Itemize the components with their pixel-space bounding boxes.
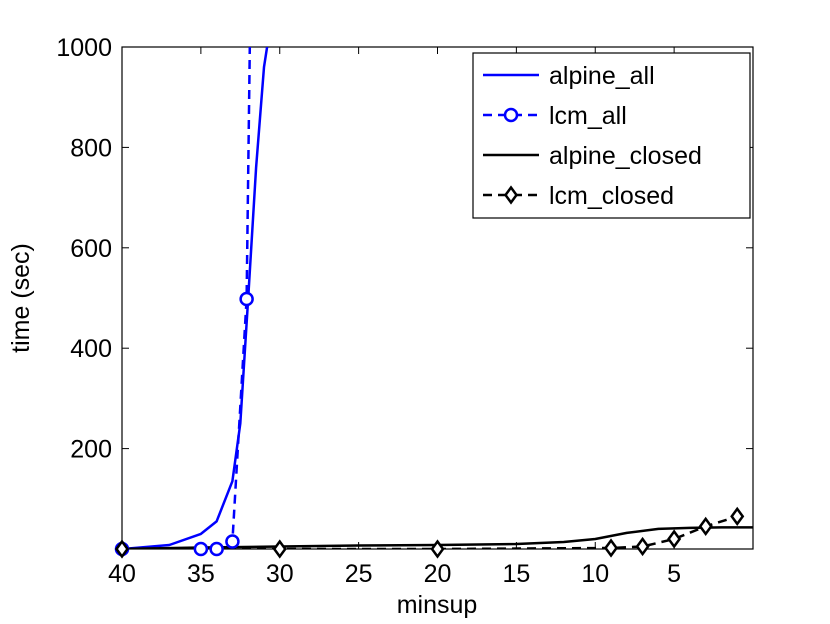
y-axis-label: time (sec) <box>7 243 35 353</box>
legend-label-lcm_closed: lcm_closed <box>549 182 674 210</box>
series-line-lcm_all <box>122 47 252 549</box>
x-tick-label: 25 <box>345 560 373 588</box>
x-axis-label: minsup <box>397 591 478 619</box>
x-tick-label: 40 <box>108 560 136 588</box>
data-point-lcm_closed <box>603 538 619 558</box>
data-point-lcm_all <box>193 541 209 557</box>
legend: alpine_all lcm_all alpine_closed lcm_closed <box>472 52 751 219</box>
data-point-lcm_all <box>239 291 254 307</box>
y-tick-label: 600 <box>70 235 112 263</box>
data-point-lcm_closed <box>698 516 713 537</box>
legend-box <box>472 52 751 219</box>
legend-label-alpine_closed: alpine_closed <box>549 142 702 170</box>
y-tick-label: 800 <box>70 134 112 162</box>
data-point-lcm_closed <box>635 536 650 557</box>
y-tick-label: 400 <box>70 335 112 363</box>
legend-marker-lcm_all <box>503 107 519 123</box>
data-point-lcm_all <box>209 541 224 557</box>
legend-marker-lcm_closed <box>503 185 519 205</box>
x-tick-label: 10 <box>581 560 609 588</box>
data-point-lcm_all <box>225 534 240 549</box>
x-tick-label: 15 <box>502 560 530 588</box>
x-tick-label: 35 <box>187 560 215 588</box>
data-point-lcm_closed <box>430 539 445 559</box>
data-point-lcm_closed <box>667 529 682 549</box>
x-tick-label: 30 <box>266 560 294 588</box>
data-point-lcm_closed <box>114 539 130 559</box>
series-markers <box>114 291 745 559</box>
series-line-alpine_all <box>122 47 269 549</box>
x-tick-label: 20 <box>424 560 452 588</box>
ticks-group: 40 35 30 25 20 15 10 5 200 400 600 800 1000 <box>56 34 753 588</box>
y-tick-label: 1000 <box>56 34 112 62</box>
legend-label-lcm_all: lcm_all <box>549 102 627 130</box>
x-tick-label: 5 <box>667 560 681 588</box>
data-point-lcm_closed <box>272 539 287 559</box>
legend-label-alpine_all: alpine_all <box>549 62 655 90</box>
y-tick-label: 200 <box>70 436 112 464</box>
data-point-lcm_closed <box>730 506 745 526</box>
